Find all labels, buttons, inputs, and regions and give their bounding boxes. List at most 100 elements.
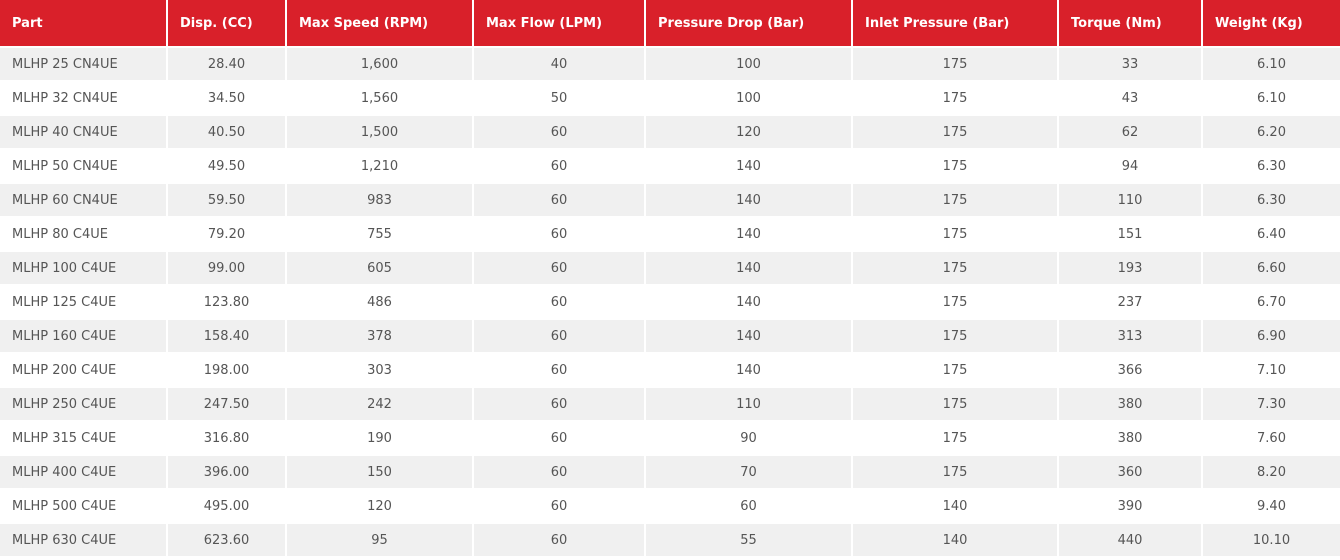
- part-cell: MLHP 32 CN4UE: [0, 82, 166, 114]
- value-cell: 34.50: [168, 82, 285, 114]
- value-cell: 60: [474, 354, 644, 386]
- value-cell: 40: [474, 48, 644, 80]
- value-cell: 43: [1059, 82, 1201, 114]
- value-cell: 175: [853, 218, 1057, 250]
- table-row: MLHP 160 C4UE 158.40 378 60 140 175 313 6.90: [0, 320, 1340, 352]
- value-cell: 99.00: [168, 252, 285, 284]
- value-cell: 1,600: [287, 48, 472, 80]
- value-cell: 313: [1059, 320, 1201, 352]
- value-cell: 316.80: [168, 422, 285, 454]
- value-cell: 70: [646, 456, 851, 488]
- value-cell: 380: [1059, 388, 1201, 420]
- value-cell: 175: [853, 286, 1057, 318]
- header-cell: Pressure Drop (Bar): [646, 0, 851, 46]
- value-cell: 360: [1059, 456, 1201, 488]
- value-cell: 140: [646, 354, 851, 386]
- value-cell: 1,210: [287, 150, 472, 182]
- value-cell: 33: [1059, 48, 1201, 80]
- value-cell: 6.70: [1203, 286, 1340, 318]
- value-cell: 60: [474, 388, 644, 420]
- value-cell: 190: [287, 422, 472, 454]
- value-cell: 60: [474, 286, 644, 318]
- value-cell: 7.60: [1203, 422, 1340, 454]
- value-cell: 140: [853, 490, 1057, 522]
- value-cell: 40.50: [168, 116, 285, 148]
- value-cell: 366: [1059, 354, 1201, 386]
- header-cell: Max Speed (RPM): [287, 0, 472, 46]
- part-cell: MLHP 630 C4UE: [0, 524, 166, 556]
- value-cell: 60: [474, 320, 644, 352]
- part-cell: MLHP 400 C4UE: [0, 456, 166, 488]
- table-row: MLHP 400 C4UE 396.00 150 60 70 175 360 8.20: [0, 456, 1340, 488]
- value-cell: 6.10: [1203, 48, 1340, 80]
- value-cell: 10.10: [1203, 524, 1340, 556]
- value-cell: 28.40: [168, 48, 285, 80]
- value-cell: 237: [1059, 286, 1201, 318]
- value-cell: 62: [1059, 116, 1201, 148]
- value-cell: 150: [287, 456, 472, 488]
- value-cell: 60: [474, 422, 644, 454]
- value-cell: 49.50: [168, 150, 285, 182]
- part-cell: MLHP 25 CN4UE: [0, 48, 166, 80]
- value-cell: 110: [1059, 184, 1201, 216]
- value-cell: 79.20: [168, 218, 285, 250]
- value-cell: 60: [474, 456, 644, 488]
- header-row: Part Disp. (CC) Max Speed (RPM) Max Flow (L…: [0, 0, 1340, 46]
- part-cell: MLHP 500 C4UE: [0, 490, 166, 522]
- value-cell: 158.40: [168, 320, 285, 352]
- value-cell: 110: [646, 388, 851, 420]
- value-cell: 59.50: [168, 184, 285, 216]
- value-cell: 175: [853, 456, 1057, 488]
- header-cell: Part: [0, 0, 166, 46]
- value-cell: 175: [853, 82, 1057, 114]
- value-cell: 100: [646, 48, 851, 80]
- value-cell: 242: [287, 388, 472, 420]
- table-row: MLHP 630 C4UE 623.60 95 60 55 140 440 10.10: [0, 524, 1340, 556]
- part-cell: MLHP 200 C4UE: [0, 354, 166, 386]
- value-cell: 60: [474, 184, 644, 216]
- part-cell: MLHP 60 CN4UE: [0, 184, 166, 216]
- header-cell: Inlet Pressure (Bar): [853, 0, 1057, 46]
- value-cell: 55: [646, 524, 851, 556]
- value-cell: 7.10: [1203, 354, 1340, 386]
- value-cell: 175: [853, 354, 1057, 386]
- value-cell: 390: [1059, 490, 1201, 522]
- part-cell: MLHP 40 CN4UE: [0, 116, 166, 148]
- table-row: MLHP 100 C4UE 99.00 605 60 140 175 193 6.60: [0, 252, 1340, 284]
- table-row: MLHP 250 C4UE 247.50 242 60 110 175 380 7.30: [0, 388, 1340, 420]
- value-cell: 6.30: [1203, 150, 1340, 182]
- part-cell: MLHP 50 CN4UE: [0, 150, 166, 182]
- value-cell: 755: [287, 218, 472, 250]
- value-cell: 175: [853, 116, 1057, 148]
- value-cell: 6.90: [1203, 320, 1340, 352]
- value-cell: 60: [474, 150, 644, 182]
- part-cell: MLHP 125 C4UE: [0, 286, 166, 318]
- value-cell: 90: [646, 422, 851, 454]
- value-cell: 140: [646, 320, 851, 352]
- value-cell: 6.10: [1203, 82, 1340, 114]
- value-cell: 94: [1059, 150, 1201, 182]
- value-cell: 6.20: [1203, 116, 1340, 148]
- value-cell: 140: [646, 252, 851, 284]
- table-row: MLHP 80 C4UE 79.20 755 60 140 175 151 6.40: [0, 218, 1340, 250]
- value-cell: 247.50: [168, 388, 285, 420]
- table-row: MLHP 500 C4UE 495.00 120 60 60 140 390 9.40: [0, 490, 1340, 522]
- value-cell: 140: [646, 150, 851, 182]
- table-row: MLHP 50 CN4UE 49.50 1,210 60 140 175 94 6.30: [0, 150, 1340, 182]
- value-cell: 100: [646, 82, 851, 114]
- value-cell: 175: [853, 48, 1057, 80]
- value-cell: 120: [646, 116, 851, 148]
- value-cell: 140: [853, 524, 1057, 556]
- value-cell: 396.00: [168, 456, 285, 488]
- value-cell: 60: [474, 116, 644, 148]
- table-row: MLHP 200 C4UE 198.00 303 60 140 175 366 7.10: [0, 354, 1340, 386]
- part-cell: MLHP 160 C4UE: [0, 320, 166, 352]
- table-row: MLHP 40 CN4UE 40.50 1,500 60 120 175 62 6.20: [0, 116, 1340, 148]
- header-cell: Max Flow (LPM): [474, 0, 644, 46]
- value-cell: 140: [646, 184, 851, 216]
- table-row: MLHP 60 CN4UE 59.50 983 60 140 175 110 6.30: [0, 184, 1340, 216]
- value-cell: 8.20: [1203, 456, 1340, 488]
